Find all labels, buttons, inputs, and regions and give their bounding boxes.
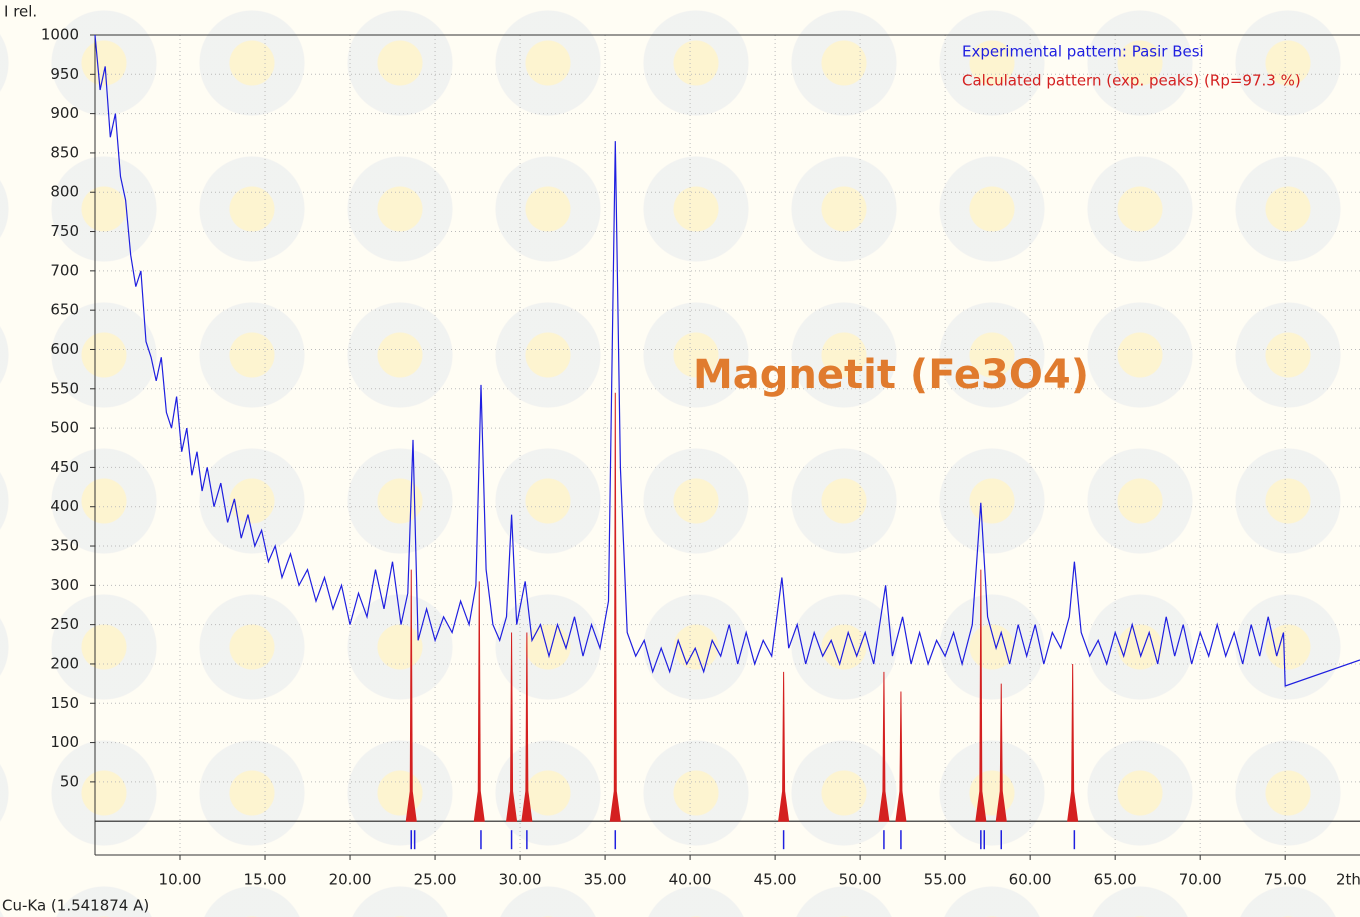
y-tick-label: 600 bbox=[50, 340, 79, 358]
x-tick-label: 70.00 bbox=[1179, 871, 1222, 889]
calculated-peak bbox=[896, 691, 906, 821]
y-tick-label: 200 bbox=[50, 654, 79, 672]
x-tick-label: 50.00 bbox=[839, 871, 882, 889]
x-tick-label: 30.00 bbox=[499, 871, 542, 889]
calculated-peak bbox=[779, 672, 789, 821]
y-tick-label: 350 bbox=[50, 537, 79, 555]
x-tick-label: 15.00 bbox=[244, 871, 287, 889]
calculated-peak bbox=[474, 581, 484, 821]
y-axis-label: I rel. bbox=[4, 3, 37, 21]
calculated-peak bbox=[879, 672, 889, 821]
y-tick-label: 700 bbox=[50, 261, 79, 279]
x-tick-label: 20.00 bbox=[329, 871, 372, 889]
y-tick-label: 250 bbox=[50, 615, 79, 633]
calculated-peak bbox=[996, 684, 1006, 822]
x-tick-label: 75.00 bbox=[1264, 871, 1307, 889]
calculated-peak bbox=[406, 570, 416, 822]
legend-entry: Experimental pattern: Pasir Besi bbox=[962, 43, 1204, 61]
y-tick-label: 900 bbox=[50, 104, 79, 122]
x-tick-label: 10.00 bbox=[159, 871, 202, 889]
y-tick-label: 100 bbox=[50, 733, 79, 751]
x-tick-label: 55.00 bbox=[924, 871, 967, 889]
chart: I rel. Cu-Ka (1.541874 A) 2theta 50 100 15… bbox=[0, 0, 1360, 917]
x-tick-label: 60.00 bbox=[1009, 871, 1052, 889]
legend-entry: Calculated pattern (exp. peaks) (Rp=97.3… bbox=[962, 72, 1301, 90]
y-tick-label: 550 bbox=[50, 379, 79, 397]
y-tick-label: 400 bbox=[50, 497, 79, 515]
x-tick-label: 40.00 bbox=[669, 871, 712, 889]
calculated-peak bbox=[976, 570, 986, 822]
calculated-peak bbox=[610, 393, 620, 821]
calculated-peak bbox=[522, 633, 532, 822]
annotation: Magnetit (Fe3O4) bbox=[693, 352, 1089, 398]
calculated-peak bbox=[1068, 664, 1078, 821]
y-tick-label: 750 bbox=[50, 222, 79, 240]
y-tick-label: 450 bbox=[50, 458, 79, 476]
y-tick-label: 150 bbox=[50, 694, 79, 712]
calculated-peak bbox=[507, 633, 517, 822]
x-tick-label: 45.00 bbox=[754, 871, 797, 889]
y-tick-label: 950 bbox=[50, 65, 79, 83]
y-tick-label: 1000 bbox=[41, 26, 79, 44]
x-tick-label: 35.00 bbox=[584, 871, 627, 889]
y-tick-label: 850 bbox=[50, 143, 79, 161]
y-tick-label: 650 bbox=[50, 301, 79, 319]
x-tick-label: 25.00 bbox=[414, 871, 457, 889]
y-tick-label: 500 bbox=[50, 419, 79, 437]
x-axis-label: 2theta bbox=[1336, 871, 1360, 889]
x-tick-label: 65.00 bbox=[1094, 871, 1137, 889]
y-tick-label: 300 bbox=[50, 576, 79, 594]
y-tick-label: 50 bbox=[60, 772, 79, 790]
source-note: Cu-Ka (1.541874 A) bbox=[2, 897, 149, 915]
y-tick-label: 800 bbox=[50, 183, 79, 201]
